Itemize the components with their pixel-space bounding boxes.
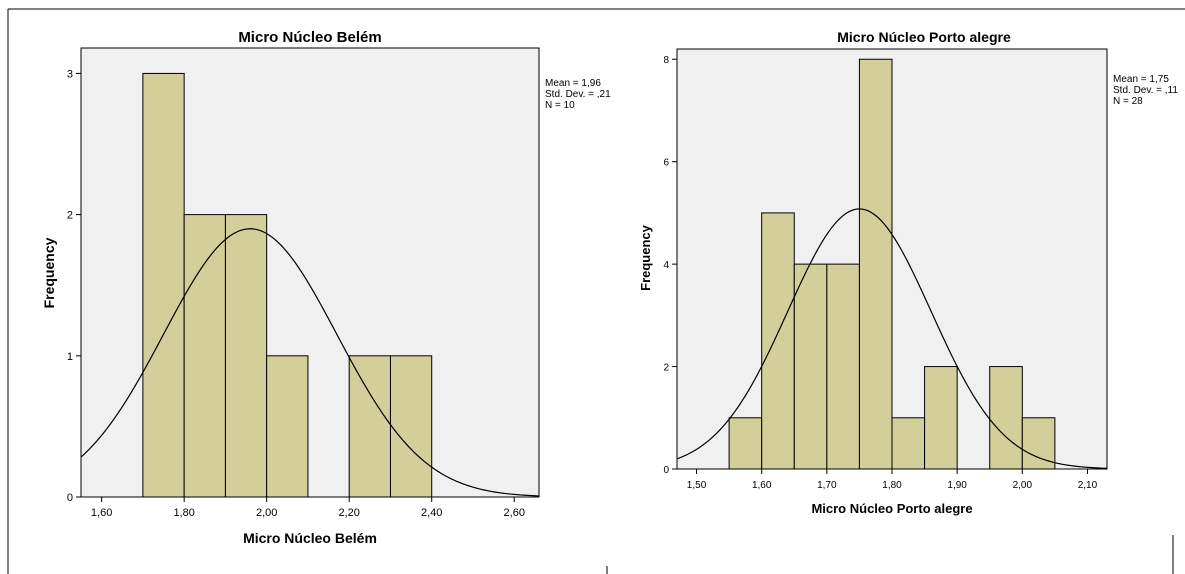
histogram-bar-porto-alegre-2 — [793, 263, 828, 470]
x-tick-label-porto-alegre-5: 2,00 — [1013, 480, 1033, 491]
bars-belem — [142, 72, 433, 498]
x-tick-label-porto-alegre-6: 2,10 — [1078, 480, 1098, 491]
x-tick-label-belem-1: 1,80 — [173, 507, 194, 519]
stats-mean-belem: Mean = 1,96 — [545, 78, 601, 89]
y-tick-label-porto-alegre-2: 4 — [663, 260, 669, 271]
bars-porto-alegre — [728, 58, 1056, 470]
y-tick-label-porto-alegre-0: 0 — [663, 465, 669, 476]
x-tick-label-belem-5: 2,60 — [504, 507, 525, 519]
histogram-bar-porto-alegre-3 — [826, 263, 860, 470]
histogram-bar-belem-0 — [142, 72, 185, 498]
histogram-bar-porto-alegre-9 — [1021, 417, 1056, 470]
histogram-belem: 1,60 1,80 2,00 2,20 2,40 2,60 0 1 2 3 Micro Núcl… — [41, 29, 611, 546]
y-ticks-belem: 0 1 2 3 — [67, 68, 81, 504]
y-axis-label-belem: Frequency — [41, 237, 57, 308]
stats-n-belem: N = 10 — [545, 100, 575, 111]
histogram-bar-belem-3 — [266, 355, 309, 498]
stats-mean-porto-alegre: Mean = 1,75 — [1113, 74, 1169, 85]
histogram-bar-porto-alegre-6 — [924, 366, 958, 470]
x-tick-label-porto-alegre-1: 1,60 — [752, 480, 772, 491]
y-tick-label-porto-alegre-1: 2 — [663, 363, 669, 374]
y-ticks-porto-alegre: 0 2 4 6 8 — [663, 55, 677, 476]
y-tick-label-belem-2: 2 — [67, 210, 73, 222]
chart-title-porto-alegre: Micro Núcleo Porto alegre — [837, 29, 1011, 45]
y-tick-label-porto-alegre-3: 6 — [663, 158, 669, 169]
stats-legend-porto-alegre: Mean = 1,75 Std. Dev. = ,11 N = 28 — [1113, 74, 1178, 107]
histogram-bar-belem-2 — [224, 214, 268, 498]
stats-legend-belem: Mean = 1,96 Std. Dev. = ,21 N = 10 — [545, 78, 611, 111]
x-tick-label-belem-2: 2,00 — [256, 507, 277, 519]
x-axis-label-belem: Micro Núcleo Belém — [243, 530, 377, 546]
y-tick-label-porto-alegre-4: 8 — [663, 55, 669, 66]
histogram-bar-porto-alegre-8 — [989, 366, 1023, 470]
stats-n-porto-alegre: N = 28 — [1113, 96, 1143, 107]
histogram-bar-belem-6 — [389, 355, 433, 498]
x-tick-label-belem-3: 2,20 — [338, 507, 359, 519]
x-ticks-belem: 1,60 1,80 2,00 2,20 2,40 2,60 — [91, 497, 525, 519]
histogram-bar-porto-alegre-1 — [761, 212, 795, 470]
y-tick-label-belem-3: 3 — [67, 68, 73, 80]
normal-curve-porto-alegre — [676, 208, 1108, 469]
y-tick-label-belem-0: 0 — [67, 492, 73, 504]
histogram-bar-belem-5 — [348, 355, 391, 498]
histogram-porto-alegre: 1,50 1,60 1,70 1,80 1,90 2,00 2,10 0 2 4 6 8 Micro… — [638, 29, 1178, 516]
normal-curve-belem — [80, 228, 540, 497]
x-tick-label-porto-alegre-0: 1,50 — [687, 480, 707, 491]
chart-title-belem: Micro Núcleo Belém — [238, 29, 381, 46]
x-tick-label-porto-alegre-4: 1,90 — [947, 480, 967, 491]
x-ticks-porto-alegre: 1,50 1,60 1,70 1,80 1,90 2,00 2,10 — [687, 469, 1098, 491]
x-axis-label-porto-alegre: Micro Núcleo Porto alegre — [811, 501, 972, 516]
histogram-bar-porto-alegre-0 — [728, 417, 763, 470]
x-tick-label-belem-0: 1,60 — [91, 507, 112, 519]
y-tick-label-belem-1: 1 — [67, 351, 73, 363]
histogram-bar-porto-alegre-4 — [858, 58, 893, 470]
stats-std-belem: Std. Dev. = ,21 — [545, 89, 611, 100]
x-tick-label-porto-alegre-2: 1,70 — [817, 480, 837, 491]
histogram-bar-porto-alegre-5 — [891, 417, 926, 470]
histogram-bar-belem-1 — [183, 214, 226, 498]
stats-std-porto-alegre: Std. Dev. = ,11 — [1113, 85, 1178, 96]
x-tick-label-porto-alegre-3: 1,80 — [882, 480, 902, 491]
x-tick-label-belem-4: 2,40 — [421, 507, 442, 519]
y-axis-label-porto-alegre: Frequency — [638, 224, 653, 291]
